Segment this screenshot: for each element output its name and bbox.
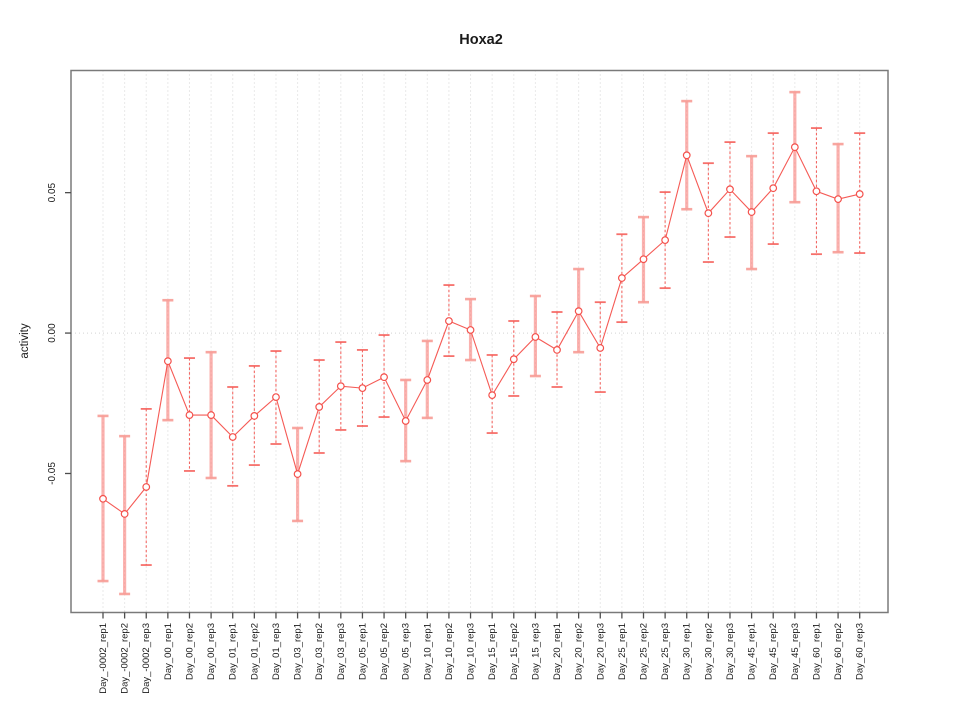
y-tick-label: 0.05 bbox=[47, 182, 58, 202]
x-tick-label: Day_01_rep1 bbox=[228, 623, 239, 680]
data-point-marker bbox=[336, 382, 345, 391]
data-point-marker bbox=[185, 411, 194, 419]
x-tick-label: Day_60_rep3 bbox=[855, 623, 866, 680]
x-tick-label: Day_30_rep3 bbox=[725, 623, 736, 680]
data-point-marker bbox=[574, 307, 583, 316]
data-point-marker bbox=[401, 417, 410, 425]
data-point-marker bbox=[488, 391, 497, 400]
data-point-marker bbox=[163, 357, 172, 366]
data-point-marker bbox=[99, 494, 107, 503]
data-point-marker bbox=[466, 326, 475, 334]
gridlines bbox=[71, 70, 888, 613]
data-point-marker bbox=[639, 255, 648, 264]
x-tick-label: Day_45_rep1 bbox=[747, 623, 758, 680]
x-tick-label: Day_03_rep2 bbox=[314, 623, 325, 680]
x-tick-label: Day_-0002_rep1 bbox=[98, 623, 109, 694]
x-tick-label: Day_01_rep3 bbox=[271, 623, 282, 680]
x-tick-label: Day_01_rep2 bbox=[249, 623, 260, 680]
x-tick-label: Day_10_rep1 bbox=[422, 623, 433, 680]
y-axis-ticks: 0.05 0.00 -0.05 bbox=[47, 182, 71, 485]
data-point-marker bbox=[661, 236, 670, 245]
x-tick-label: Day_20_rep1 bbox=[552, 623, 563, 680]
data-point-marker bbox=[142, 483, 151, 491]
x-tick-label: Day_05_rep2 bbox=[379, 623, 390, 680]
x-tick-label: Day_15_rep2 bbox=[509, 623, 520, 680]
data-point-marker bbox=[380, 373, 388, 382]
data-point-marker bbox=[207, 411, 216, 419]
error-bars bbox=[97, 90, 866, 596]
series-polyline bbox=[102, 145, 860, 515]
data-point-marker bbox=[726, 185, 734, 194]
data-point-marker bbox=[617, 274, 626, 282]
x-tick-label: Day_05_rep3 bbox=[401, 623, 412, 680]
x-tick-label: Day_00_rep2 bbox=[184, 623, 195, 680]
data-point-marker bbox=[293, 470, 302, 478]
x-tick-label: Day_60_rep2 bbox=[833, 623, 844, 680]
x-tick-label: Day_45_rep2 bbox=[768, 623, 779, 680]
data-point-marker bbox=[747, 208, 756, 216]
x-tick-label: Day_25_rep2 bbox=[639, 623, 650, 680]
data-point-marker bbox=[250, 412, 259, 420]
data-point-marker bbox=[120, 510, 129, 518]
data-point-marker bbox=[423, 376, 432, 384]
x-tick-label: Day_03_rep3 bbox=[336, 623, 347, 680]
x-tick-label: Day_60_rep1 bbox=[811, 623, 822, 680]
data-point-marker bbox=[315, 403, 324, 411]
data-point-marker bbox=[790, 143, 799, 152]
data-point-marker bbox=[834, 195, 842, 204]
x-tick-label: Day_10_rep3 bbox=[466, 623, 477, 680]
data-point-marker bbox=[812, 187, 821, 196]
x-tick-label: Day_00_rep1 bbox=[163, 623, 174, 680]
data-point-marker bbox=[769, 184, 778, 193]
y-tick-label: -0.05 bbox=[47, 462, 58, 485]
x-tick-label: Day_30_rep2 bbox=[703, 623, 714, 680]
data-point-marker bbox=[531, 333, 540, 341]
x-tick-label: Day_45_rep3 bbox=[790, 623, 801, 680]
x-tick-label: Day_20_rep2 bbox=[574, 623, 585, 680]
data-point-marker bbox=[358, 384, 367, 393]
x-tick-label: Day_00_rep3 bbox=[206, 623, 217, 680]
x-tick-label: Day_15_rep1 bbox=[487, 623, 498, 680]
x-tick-label: Day_-0002_rep3 bbox=[141, 623, 152, 694]
x-tick-label: Day_05_rep1 bbox=[357, 623, 368, 680]
x-axis-ticks: Day_-0002_rep1 Day_-0002_rep2 Day_-0002_re… bbox=[98, 612, 866, 694]
data-point-marker bbox=[855, 190, 864, 198]
x-tick-label: Day_25_rep1 bbox=[617, 623, 628, 680]
data-point-marker bbox=[596, 344, 605, 352]
chart-title: Hoxa2 bbox=[459, 32, 503, 48]
x-tick-label: Day_30_rep1 bbox=[682, 623, 693, 680]
data-point-marker bbox=[272, 393, 280, 402]
x-tick-label: Day_03_rep1 bbox=[293, 623, 304, 680]
data-point-marker bbox=[704, 209, 713, 218]
y-tick-label: 0.00 bbox=[47, 323, 58, 343]
data-point-marker bbox=[509, 355, 518, 364]
x-tick-label: Day_15_rep3 bbox=[530, 623, 541, 680]
series-line bbox=[102, 145, 860, 515]
data-point-marker bbox=[228, 433, 237, 441]
plot-frame bbox=[70, 69, 889, 614]
data-point-marker bbox=[553, 346, 561, 354]
x-tick-label: Day_10_rep2 bbox=[444, 623, 455, 680]
x-tick-label: Day_-0002_rep2 bbox=[120, 623, 131, 694]
data-point-markers bbox=[99, 143, 864, 518]
y-axis-label: activity bbox=[19, 323, 31, 358]
x-tick-label: Day_20_rep3 bbox=[595, 623, 606, 680]
data-point-marker bbox=[682, 151, 691, 160]
x-tick-label: Day_25_rep3 bbox=[660, 623, 671, 680]
data-point-marker bbox=[445, 317, 453, 325]
